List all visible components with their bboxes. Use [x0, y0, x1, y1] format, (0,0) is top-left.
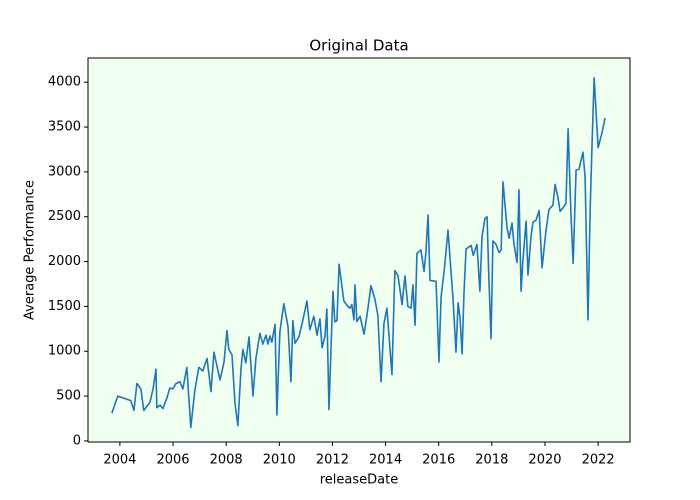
x-tick-label: 2014	[369, 453, 402, 468]
y-axis-label: Average Performance	[23, 180, 38, 320]
y-tick-label: 2000	[48, 254, 81, 269]
x-tick-label: 2012	[316, 453, 349, 468]
x-tick-label: 2020	[528, 453, 561, 468]
x-tick-label: 2006	[156, 453, 189, 468]
x-tick-label: 2022	[582, 453, 615, 468]
plot-area	[88, 58, 630, 442]
y-tick-label: 0	[73, 433, 81, 448]
x-tick-label: 2004	[103, 453, 136, 468]
y-tick-label: 1500	[48, 299, 81, 314]
x-tick-label: 2008	[210, 453, 243, 468]
x-tick-label: 2018	[475, 453, 508, 468]
data-line	[111, 76, 606, 429]
y-tick-label: 500	[56, 389, 81, 404]
y-tick-label: 4000	[48, 75, 81, 90]
x-tick-label: 2016	[422, 453, 455, 468]
y-tick-label: 3000	[48, 164, 81, 179]
chart-title: Original Data	[309, 37, 408, 55]
x-tick-label: 2010	[263, 453, 296, 468]
x-axis-label: releaseDate	[320, 473, 398, 488]
y-tick-label: 2500	[48, 209, 81, 224]
axes-frame	[87, 57, 631, 443]
y-tick-label: 1000	[48, 344, 81, 359]
y-tick-label: 3500	[48, 120, 81, 135]
